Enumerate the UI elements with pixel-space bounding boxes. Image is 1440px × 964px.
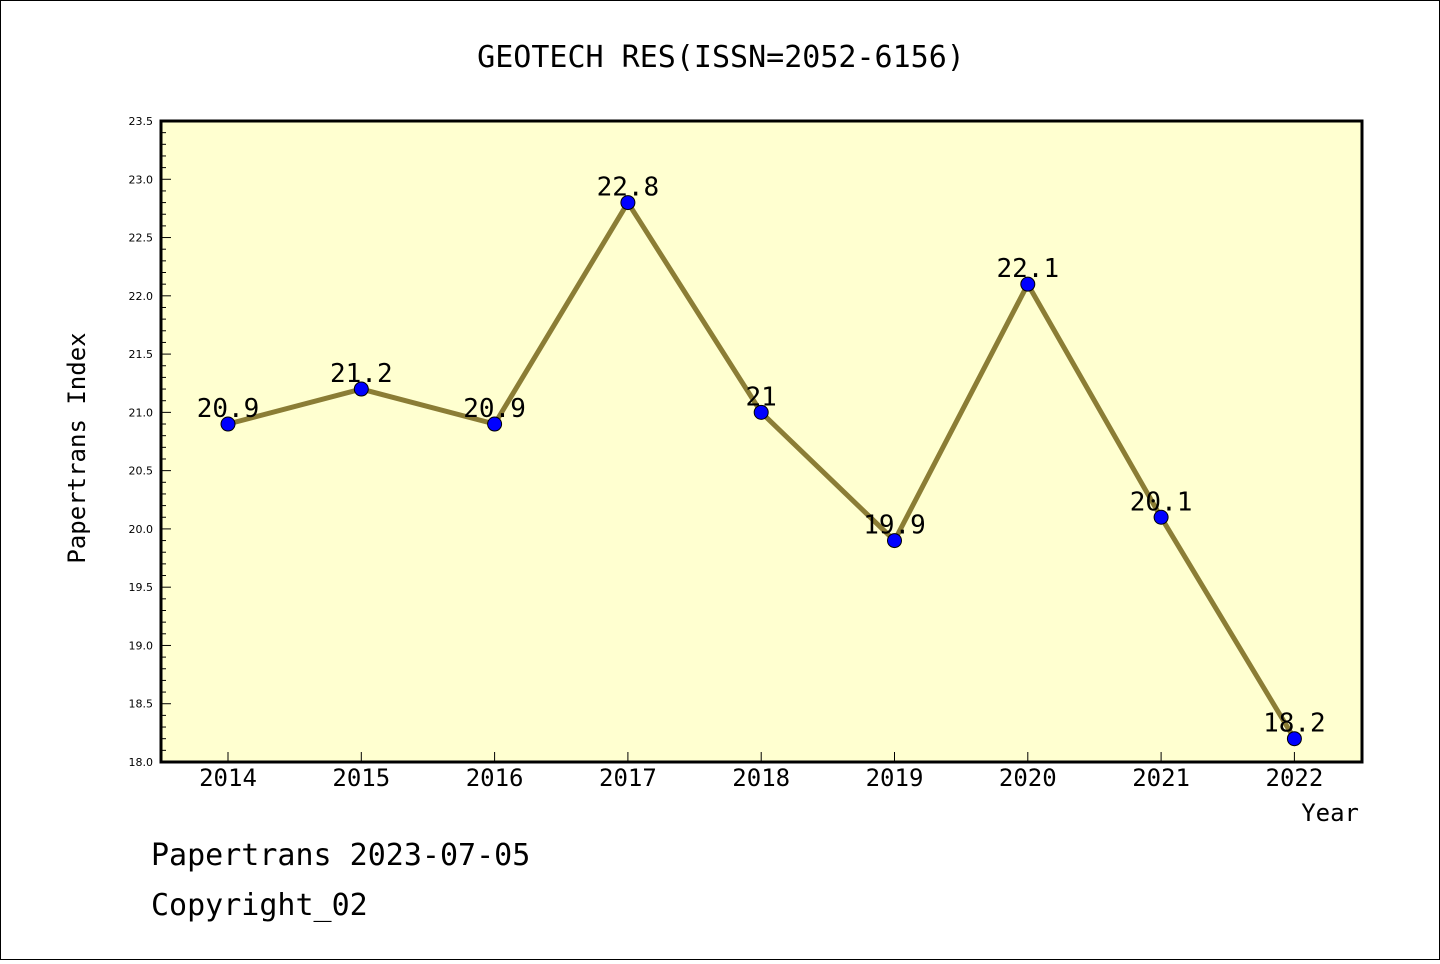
y-tick-label: 23.5 — [129, 115, 154, 128]
y-tick-label: 19.0 — [129, 639, 154, 652]
y-tick-label: 21.5 — [129, 348, 154, 361]
x-axis: 2014 2015 2016 2017 2018 2019 2020 2021 2022 — [199, 752, 1323, 792]
x-tick-label: 2021 — [1132, 764, 1190, 792]
plot-area — [159, 119, 1364, 764]
x-tick-label: 2020 — [999, 764, 1057, 792]
y-tick-label: 22.5 — [129, 232, 154, 245]
x-axis-title: Year — [1301, 799, 1359, 827]
x-tick-label: 2016 — [466, 764, 524, 792]
y-tick-label: 18.5 — [129, 698, 154, 711]
data-label: 20.9 — [197, 394, 260, 424]
chart-title: GEOTECH RES(ISSN=2052-6156) — [477, 40, 965, 75]
y-tick-label: 20.0 — [129, 523, 154, 536]
data-label: 21.2 — [330, 359, 393, 389]
footer-copyright: Copyright_02 — [151, 888, 368, 923]
data-label: 20.1 — [1130, 487, 1193, 517]
data-point — [1020, 276, 1036, 292]
y-tick-label: 21.0 — [129, 406, 154, 419]
data-label: 18.2 — [1263, 709, 1326, 739]
data-label: 19.9 — [863, 511, 926, 541]
x-tick-label: 2017 — [599, 764, 657, 792]
y-tick-label: 18.0 — [129, 756, 154, 769]
x-tick-label: 2018 — [732, 764, 790, 792]
data-point — [753, 404, 769, 420]
data-point — [887, 533, 902, 549]
data-point — [220, 416, 236, 432]
y-tick-label: 22.0 — [129, 290, 154, 303]
data-labels: 20.9 21.2 20.9 22.8 21 19.9 22.1 20.1 18.2 — [197, 173, 1326, 739]
x-tick-label: 2014 — [199, 764, 257, 792]
data-label: 22.1 — [996, 254, 1059, 284]
x-tick-label: 2022 — [1266, 764, 1324, 792]
x-tick-label: 2019 — [866, 764, 924, 792]
y-axis-title: Papertrans Index — [63, 332, 91, 563]
data-label: 22.8 — [597, 173, 660, 203]
y-tick-label: 19.5 — [129, 581, 154, 594]
data-point — [1153, 509, 1169, 525]
footer-date: Papertrans 2023-07-05 — [151, 838, 530, 873]
data-label: 20.9 — [463, 394, 526, 424]
data-point — [620, 195, 636, 211]
x-tick-label: 2015 — [332, 764, 390, 792]
data-point — [353, 381, 369, 397]
y-tick-label: 20.5 — [129, 465, 154, 478]
y-tick-label: 23.0 — [129, 173, 154, 186]
data-label: 21 — [746, 382, 777, 412]
y-axis: 18.0 18.5 19.0 19.5 20.0 20.5 21.0 21.5 22.0 22.5… — [129, 115, 171, 769]
data-point — [487, 416, 503, 432]
data-point — [1286, 731, 1302, 747]
data-markers — [220, 195, 1302, 747]
